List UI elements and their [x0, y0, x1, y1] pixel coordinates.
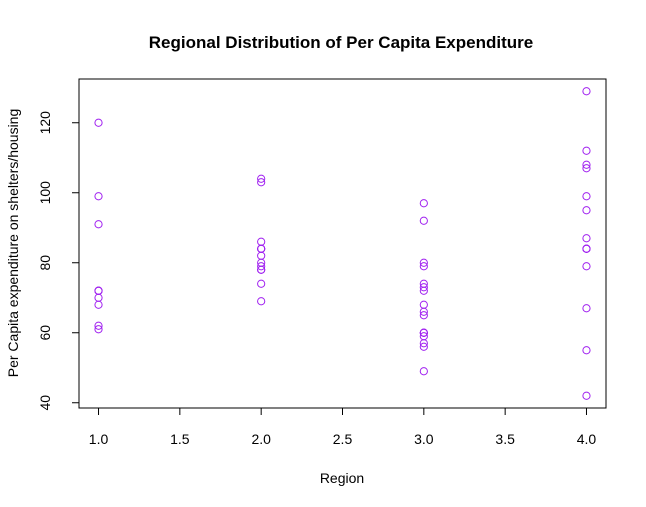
chart-title: Regional Distribution of Per Capita Expe…: [149, 33, 533, 52]
data-point: [94, 220, 103, 229]
data-point: [419, 283, 428, 292]
x-axis: 1.0 1.5 2.0 2.5 3.0 3.5 4.0: [89, 407, 597, 447]
data-point: [94, 192, 103, 201]
data-point: [257, 251, 266, 260]
data-point: [582, 164, 591, 173]
data-point: [257, 265, 266, 274]
data-point: [419, 367, 428, 376]
data-point: [582, 391, 591, 400]
y-tick-label: 60: [37, 325, 53, 341]
x-tick-label: 3.5: [495, 431, 515, 447]
data-point: [257, 237, 266, 246]
data-point: [419, 339, 428, 348]
y-tick-label: 80: [37, 255, 53, 271]
x-tick-label: 2.5: [333, 431, 353, 447]
y-axis-label: Per Capita expenditure on shelters/housi…: [5, 109, 21, 378]
x-axis-label: Region: [320, 470, 364, 486]
data-point: [582, 234, 591, 243]
data-points: [94, 87, 591, 400]
data-point: [582, 206, 591, 215]
data-point: [419, 286, 428, 295]
y-tick-label: 100: [37, 181, 53, 205]
y-axis: 40 60 80 100 120: [37, 111, 80, 411]
data-point: [257, 262, 266, 271]
data-point: [419, 199, 428, 208]
data-point: [419, 262, 428, 271]
data-point: [257, 178, 266, 187]
data-point: [582, 160, 591, 169]
data-point: [257, 297, 266, 306]
plot-frame: [78, 78, 607, 409]
data-point: [582, 146, 591, 155]
y-tick-label: 40: [37, 395, 53, 411]
x-tick-label: 3.0: [414, 431, 434, 447]
data-point: [94, 293, 103, 302]
data-point: [94, 325, 103, 334]
data-point: [257, 244, 266, 253]
data-point: [582, 244, 591, 253]
data-point: [257, 174, 266, 183]
data-point: [419, 307, 428, 316]
data-point: [419, 216, 428, 225]
data-point: [94, 321, 103, 330]
x-tick-label: 2.0: [251, 431, 271, 447]
data-point: [419, 328, 428, 337]
data-point: [419, 258, 428, 267]
x-tick-label: 4.0: [577, 431, 597, 447]
data-point: [582, 192, 591, 201]
data-point: [94, 286, 103, 295]
data-point: [582, 87, 591, 96]
data-point: [94, 300, 103, 309]
data-point: [419, 311, 428, 320]
y-tick-label: 120: [37, 111, 53, 135]
data-point: [94, 118, 103, 127]
data-point: [419, 300, 428, 309]
data-point: [419, 342, 428, 351]
data-point: [582, 346, 591, 355]
data-point: [257, 279, 266, 288]
data-point: [582, 304, 591, 313]
x-tick-label: 1.0: [89, 431, 109, 447]
data-point: [582, 262, 591, 271]
x-tick-label: 1.5: [170, 431, 190, 447]
